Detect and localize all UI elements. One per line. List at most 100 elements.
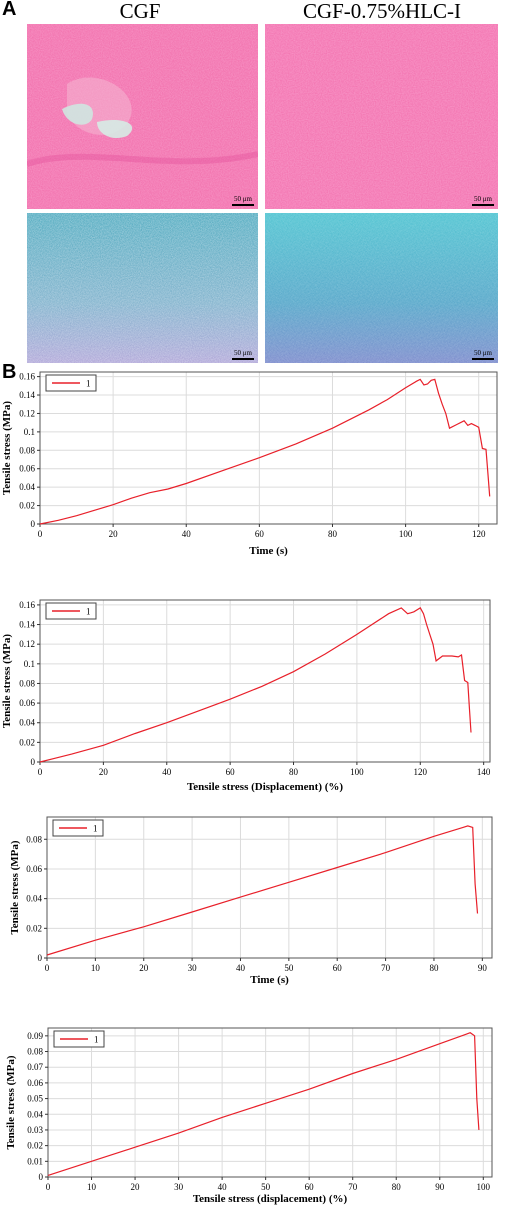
blue-stain-cgf-image: 50 μm [27, 213, 258, 363]
y-tick-label: 0.12 [19, 639, 35, 649]
y-tick-label: 0.04 [19, 482, 35, 492]
series-line-1 [47, 1032, 480, 1176]
y-axis-label: Tensile stress (MPa) [5, 1055, 17, 1149]
y-tick-label: 0.06 [19, 698, 35, 708]
y-tick-label: 0.06 [19, 464, 35, 474]
x-tick-label: 10 [87, 1182, 97, 1192]
plot-frame [39, 371, 498, 525]
y-tick-label: 0.02 [26, 923, 42, 933]
x-tick-label: 60 [333, 963, 343, 973]
x-tick-label: 100 [477, 1182, 491, 1192]
x-tick-label: 70 [381, 963, 391, 973]
plot-frame [47, 1027, 493, 1178]
scale-bar-label: 50 μm [234, 349, 252, 357]
x-tick-label: 40 [218, 1182, 228, 1192]
x-tick-label: 100 [399, 529, 413, 539]
x-tick-label: 80 [289, 767, 299, 777]
x-tick-label: 0 [45, 963, 50, 973]
x-tick-label: 0 [38, 529, 43, 539]
x-tick-label: 40 [182, 529, 192, 539]
plot-frame [46, 816, 493, 959]
y-tick-label: 0.06 [27, 1078, 43, 1088]
scale-bar-label: 50 μm [474, 195, 492, 203]
column-title-cgf: CGF [119, 0, 161, 23]
panel-label-b: B [2, 361, 17, 383]
x-tick-label: 50 [261, 1182, 271, 1192]
x-tick-label: 60 [255, 529, 265, 539]
he-stain-cgf-image: 50 μm [27, 24, 258, 209]
y-tick-label: 0 [39, 1172, 44, 1182]
series-line-1 [39, 607, 472, 763]
panel-label-a: A [2, 0, 17, 20]
y-tick-label: 0.05 [27, 1094, 43, 1104]
x-tick-label: 80 [392, 1182, 402, 1192]
y-tick-label: 0 [31, 519, 36, 529]
legend-label: 1 [86, 607, 91, 617]
y-tick-label: 0.02 [19, 737, 35, 747]
column-title-cgf-hlc: CGF-0.75%HLC-I [302, 0, 462, 23]
y-axis-label: Tensile stress (MPa) [1, 401, 13, 495]
x-tick-label: 40 [236, 963, 246, 973]
series-line-1 [46, 825, 479, 956]
y-tick-label: 0.14 [19, 620, 35, 630]
legend-label: 1 [86, 379, 91, 389]
y-tick-label: 0.03 [27, 1125, 43, 1135]
x-tick-label: 30 [188, 963, 198, 973]
y-tick-label: 0.16 [19, 372, 35, 382]
x-tick-label: 80 [429, 963, 439, 973]
x-tick-label: 100 [350, 767, 364, 777]
x-tick-label: 70 [348, 1182, 358, 1192]
y-axis-label: Tensile stress (MPa) [9, 840, 21, 934]
tensile-time-chart-2: 0 10 20 30 40 50 60 70 80 90 0 0.02 0.04 0.06 0.08 Time… [9, 816, 493, 986]
scale-bar: 50 μm [472, 349, 494, 360]
y-tick-label: 0.02 [19, 501, 35, 511]
legend-label: 1 [94, 1035, 99, 1045]
plot-frame [39, 599, 491, 763]
y-tick-label: 0.04 [27, 1109, 43, 1119]
x-tick-label: 120 [472, 529, 486, 539]
y-tick-label: 0.04 [19, 718, 35, 728]
y-axis-label: Tensile stress (MPa) [1, 634, 13, 728]
x-tick-label: 0 [38, 767, 43, 777]
y-tick-label: 0.1 [24, 659, 35, 669]
y-tick-label: 0.02 [27, 1141, 43, 1151]
y-tick-label: 0.16 [19, 600, 35, 610]
legend-label: 1 [93, 824, 98, 834]
y-tick-label: 0.12 [19, 408, 35, 418]
x-axis-label: Tensile stress (displacement) (%) [193, 1193, 348, 1205]
x-tick-label: 20 [139, 963, 149, 973]
x-tick-label: 30 [174, 1182, 184, 1192]
y-tick-label: 0.08 [27, 1047, 43, 1057]
y-tick-label: 0.14 [19, 390, 35, 400]
x-tick-label: 50 [284, 963, 294, 973]
x-tick-label: 90 [478, 963, 488, 973]
x-tick-label: 120 [414, 767, 428, 777]
y-tick-label: 0.06 [26, 864, 42, 874]
he-stain-cgf-hlc-image: 50 μm [265, 24, 498, 209]
scale-bar: 50 μm [232, 349, 254, 360]
series-line-1 [39, 378, 491, 525]
scale-bar-label: 50 μm [234, 195, 252, 203]
scale-bar: 50 μm [472, 195, 494, 206]
y-tick-label: 0.08 [19, 445, 35, 455]
tensile-displacement-chart-1: 0 20 40 60 80 100 120 140 0 0.02 0.04 0.06 0.08 0.1 0.… [1, 599, 491, 793]
x-axis-label: Tensile stress (Displacement) (%) [187, 781, 343, 793]
x-tick-label: 20 [131, 1182, 141, 1192]
y-tick-label: 0.08 [19, 678, 35, 688]
x-tick-label: 20 [109, 529, 119, 539]
x-axis-label: Time (s) [250, 974, 289, 986]
x-tick-label: 90 [435, 1182, 445, 1192]
y-tick-label: 0.01 [27, 1156, 43, 1166]
scale-bar-label: 50 μm [474, 349, 492, 357]
blue-stain-cgf-hlc-image: 50 μm [265, 213, 498, 363]
x-tick-label: 0 [46, 1182, 51, 1192]
y-tick-label: 0.07 [27, 1062, 43, 1072]
tensile-time-chart-1: 0 20 40 60 80 100 120 0 0.02 0.04 0.06 0.08 0.1 0.12 0… [1, 371, 498, 557]
y-tick-label: 0.08 [26, 834, 42, 844]
x-tick-label: 60 [305, 1182, 315, 1192]
y-tick-label: 0 [31, 757, 36, 767]
x-tick-label: 10 [91, 963, 101, 973]
y-tick-label: 0.09 [27, 1031, 43, 1041]
x-tick-label: 60 [226, 767, 236, 777]
tensile-displacement-chart-2: 0 10 20 30 40 50 60 70 80 90 100 0 0.01 0.02 0.03 0.04 0… [5, 1027, 493, 1205]
